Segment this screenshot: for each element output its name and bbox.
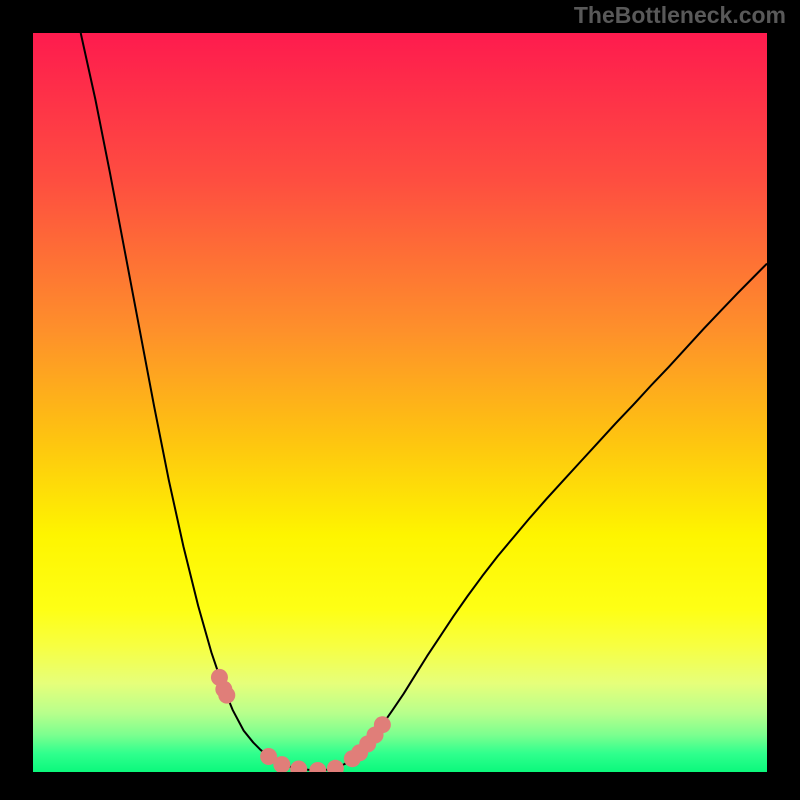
plot-area — [33, 33, 767, 772]
highlight-dot — [374, 716, 391, 733]
stage: TheBottleneck.com — [0, 0, 800, 800]
gradient-background — [33, 33, 767, 772]
watermark-text: TheBottleneck.com — [574, 2, 786, 29]
chart-svg — [33, 33, 767, 772]
highlight-dot — [218, 687, 235, 704]
